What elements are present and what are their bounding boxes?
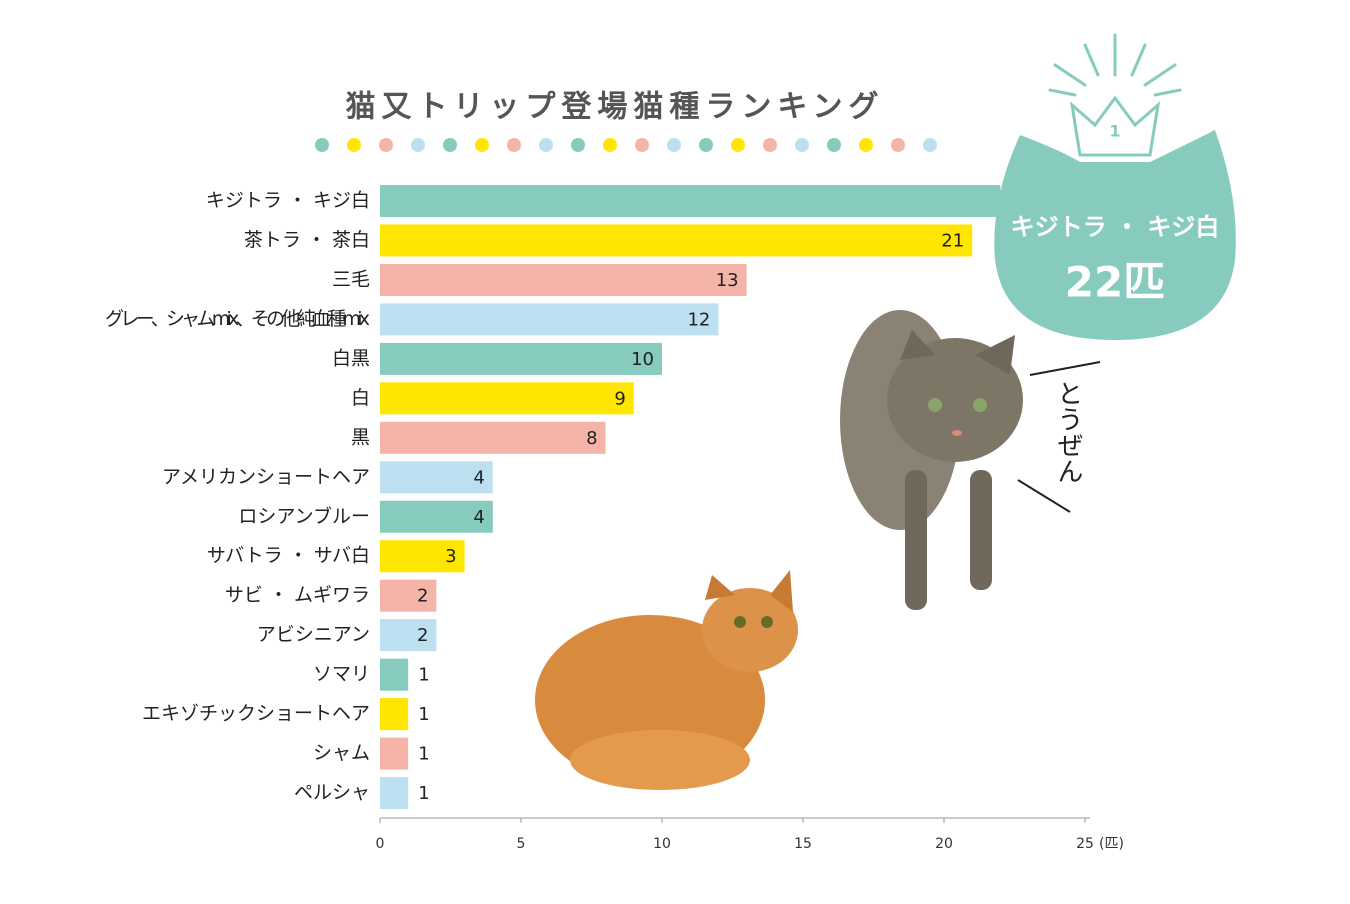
y-tick-label: 茶トラ ・ 茶白 — [244, 229, 370, 251]
badge-value: 22匹 — [1065, 258, 1165, 307]
x-unit: (匹) — [1099, 836, 1124, 852]
annotation-text: とうぜん — [1053, 380, 1083, 484]
title-dot — [891, 138, 905, 152]
title-dot — [667, 138, 681, 152]
value-label: 4 — [473, 467, 484, 488]
value-label: 4 — [473, 507, 484, 528]
y-tick-label: 三毛 — [332, 268, 370, 290]
annotation: とうぜん — [1017, 361, 1101, 513]
bar — [380, 658, 409, 691]
title-dot — [347, 138, 361, 152]
y-tick-label: シャム — [313, 742, 370, 764]
value-label: 2 — [417, 586, 428, 607]
bar — [380, 698, 409, 731]
y-tick-label: アビシニアン — [257, 624, 370, 646]
badge-rank: 1 — [1109, 122, 1120, 141]
badge-category: キジトラ ・ キジ白 — [1011, 213, 1220, 241]
value-label: 13 — [716, 270, 739, 291]
title-dot — [571, 138, 585, 152]
y-tick-label: アメリカンショートヘア — [162, 466, 370, 488]
value-label: 9 — [614, 388, 625, 409]
chart-title: 猫又トリップ登場猫種ランキング — [345, 90, 884, 125]
value-label: 21 — [941, 230, 964, 251]
bar — [380, 500, 493, 533]
bar — [380, 461, 493, 494]
x-tick-label: 15 — [794, 836, 812, 852]
title-dot — [539, 138, 553, 152]
orange-cat-photo — [535, 570, 798, 790]
value-label: 2 — [417, 625, 428, 646]
title-dot — [603, 138, 617, 152]
value-label: 1 — [418, 704, 429, 725]
bar — [380, 737, 409, 770]
y-tick-label: 白黒 — [332, 347, 370, 369]
title-dot — [763, 138, 777, 152]
value-label: 8 — [586, 428, 597, 449]
title-dot — [827, 138, 841, 152]
value-label: 1 — [418, 744, 429, 765]
x-tick-label: 25 — [1076, 836, 1094, 852]
value-label: 1 — [418, 783, 429, 804]
y-tick-label: ソマリ — [313, 663, 370, 685]
bar — [380, 224, 973, 257]
value-label: 1 — [418, 665, 429, 686]
bar — [380, 540, 465, 573]
title-dot — [379, 138, 393, 152]
top-badge: 1 キジトラ ・ キジ白 22匹 — [994, 33, 1236, 340]
title-dot — [635, 138, 649, 152]
y-tick-label: サバトラ ・ サバ白 — [207, 545, 370, 567]
bar — [380, 263, 747, 296]
bar — [380, 777, 409, 810]
title-dot — [507, 138, 521, 152]
x-tick-label: 5 — [517, 836, 526, 852]
bar — [380, 342, 662, 375]
value-label: 10 — [631, 349, 654, 370]
title-dot — [859, 138, 873, 152]
bar — [380, 421, 606, 454]
bar — [380, 303, 719, 336]
title-dot — [923, 138, 937, 152]
title-dot — [411, 138, 425, 152]
value-label: 12 — [687, 309, 710, 330]
title-dot — [699, 138, 713, 152]
bar — [380, 382, 634, 415]
value-label: 3 — [445, 546, 456, 567]
bar — [380, 579, 437, 612]
title-dots — [315, 138, 937, 152]
bar — [380, 619, 437, 652]
x-tick-label: 0 — [376, 836, 385, 852]
y-tick-label: キジトラ ・ キジ白 — [206, 190, 370, 212]
y-tick-label: グレー、シャムmix、その他純血種mix — [105, 308, 370, 330]
tabby-cat-photo — [840, 310, 1023, 610]
title-dot — [475, 138, 489, 152]
y-tick-label: 白 — [351, 387, 370, 409]
x-tick-label: 20 — [935, 836, 953, 852]
y-tick-label: サビ ・ ムギワラ — [225, 584, 370, 606]
x-tick-label: 10 — [653, 836, 671, 852]
y-tick-label: エキゾチックショートヘア — [142, 703, 370, 725]
title-dot — [315, 138, 329, 152]
title-dot — [443, 138, 457, 152]
y-tick-label: 黒 — [351, 426, 370, 448]
title-dot — [731, 138, 745, 152]
y-tick-label: ロシアンブルー — [238, 504, 370, 527]
title-dot — [795, 138, 809, 152]
bar — [380, 185, 1001, 217]
y-tick-label: ペルシャ — [294, 782, 370, 804]
